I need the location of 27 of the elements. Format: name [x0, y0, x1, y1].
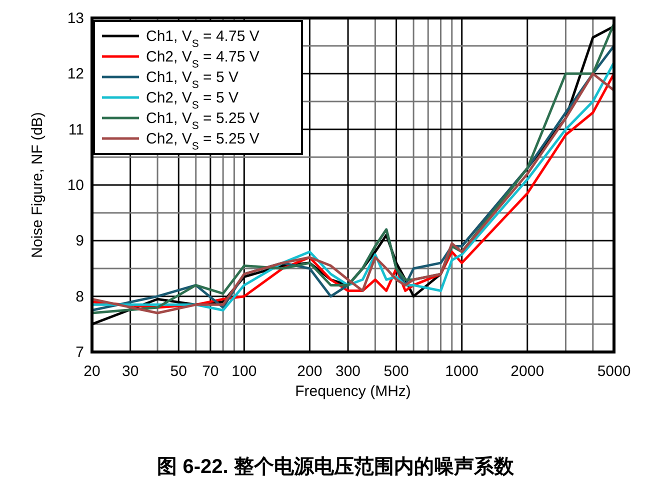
x-tick-label: 2000 — [510, 363, 544, 380]
y-axis-title: Noise Figure, NF (dB) — [29, 112, 46, 258]
x-tick-label: 30 — [122, 363, 139, 380]
x-tick-label: 20 — [84, 363, 100, 380]
x-tick-label: 70 — [202, 363, 219, 380]
legend-label: Ch2, V$_{S}$ = 4.75 V — [146, 48, 260, 70]
x-tick-label: 5000 — [597, 363, 631, 380]
x-tick-label: 100 — [232, 363, 257, 380]
x-tick-label: 1000 — [445, 363, 479, 380]
caption: 图 6-22. 整个电源电压范围内的噪声系数 — [157, 455, 515, 478]
legend-label: Ch1, V$_{S}$ = 5 V — [146, 69, 238, 91]
y-tick-label: 10 — [67, 177, 84, 194]
legend-label: Ch2, V$_{S}$ = 5.25 V — [146, 130, 260, 152]
y-tick-label: 7 — [76, 344, 84, 361]
y-tick-label: 11 — [68, 121, 84, 138]
legend-label: Ch1, V$_{S}$ = 4.75 V — [146, 28, 260, 50]
y-tick-label: 8 — [76, 288, 84, 306]
y-tick-label: 9 — [76, 232, 84, 250]
x-axis-title: Frequency (MHz) — [295, 383, 411, 400]
x-tick-label: 200 — [297, 363, 322, 380]
x-tick-label: 50 — [170, 363, 187, 380]
y-tick-label: 12 — [67, 66, 84, 83]
x-tick-label: 300 — [336, 363, 361, 380]
y-tick-label: 13 — [67, 10, 84, 27]
legend-label: Ch2, V$_{S}$ = 5 V — [146, 90, 238, 112]
x-tick-label: 500 — [384, 363, 409, 380]
legend-label: Ch1, V$_{S}$ = 5.25 V — [146, 110, 260, 132]
